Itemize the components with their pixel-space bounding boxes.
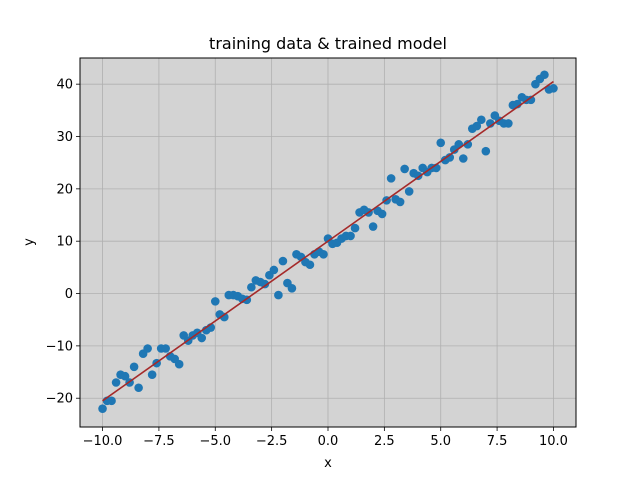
y-tick-label: 30 <box>56 130 73 145</box>
data-point <box>319 249 328 259</box>
data-point <box>377 209 387 219</box>
x-tick-label: 10.0 <box>539 434 568 449</box>
data-point <box>219 312 229 322</box>
x-tick-label: 7.5 <box>487 434 508 449</box>
y-tick-label: −20 <box>46 392 73 407</box>
data-point <box>346 231 355 241</box>
data-point <box>107 396 116 406</box>
x-tick-label: 0.0 <box>318 434 339 449</box>
data-point <box>120 371 130 381</box>
data-point <box>395 197 405 207</box>
scatter-series <box>98 70 558 413</box>
data-point <box>287 283 297 293</box>
data-point <box>278 256 288 266</box>
data-point <box>274 290 283 300</box>
x-tick-label: 2.5 <box>374 434 395 449</box>
data-point <box>504 119 513 128</box>
x-tick-label: −10.0 <box>83 434 123 449</box>
data-point <box>305 260 315 270</box>
data-point <box>269 265 279 275</box>
data-point <box>134 383 143 393</box>
chart-title: training data & trained model <box>209 34 447 53</box>
y-tick-label: 0 <box>65 287 73 302</box>
data-point <box>463 140 473 149</box>
data-point <box>472 121 482 131</box>
data-point <box>400 164 409 174</box>
x-axis: −10.0 −7.5 −5.0 −2.5 0.0 2.5 5.0 7.5 10.0 <box>83 427 568 449</box>
data-point <box>549 84 558 93</box>
data-point <box>247 282 256 292</box>
data-point <box>197 333 207 343</box>
data-point <box>147 370 157 379</box>
x-tick-label: −5.0 <box>199 434 231 449</box>
x-tick-label: 5.0 <box>430 434 451 449</box>
data-point <box>161 344 170 353</box>
data-point <box>526 95 536 105</box>
x-tick-label: −2.5 <box>256 434 288 449</box>
data-point <box>98 404 107 413</box>
data-point <box>350 223 360 233</box>
data-point <box>260 279 270 289</box>
data-point <box>143 344 152 353</box>
y-axis: −20 −10 0 10 20 30 40 <box>46 78 80 407</box>
data-point <box>481 146 491 156</box>
data-point <box>540 70 549 80</box>
data-point <box>368 222 378 231</box>
x-axis-label: x <box>324 456 332 471</box>
data-point <box>174 359 184 369</box>
y-tick-label: 10 <box>56 235 73 250</box>
data-point <box>111 378 121 387</box>
data-point <box>477 115 486 125</box>
y-axis-label: y <box>22 238 37 246</box>
y-tick-label: 40 <box>56 78 73 93</box>
data-point <box>129 362 139 372</box>
x-tick-label: −7.5 <box>143 434 175 449</box>
y-tick-label: −10 <box>46 339 73 354</box>
data-point <box>458 154 468 163</box>
data-point <box>436 138 446 148</box>
data-point <box>445 153 455 162</box>
y-tick-label: 20 <box>56 182 73 197</box>
data-point <box>386 174 396 183</box>
model-line-series <box>102 80 554 402</box>
data-point <box>404 187 414 196</box>
data-point <box>210 297 220 306</box>
model-line <box>102 80 554 402</box>
grid <box>80 58 576 427</box>
